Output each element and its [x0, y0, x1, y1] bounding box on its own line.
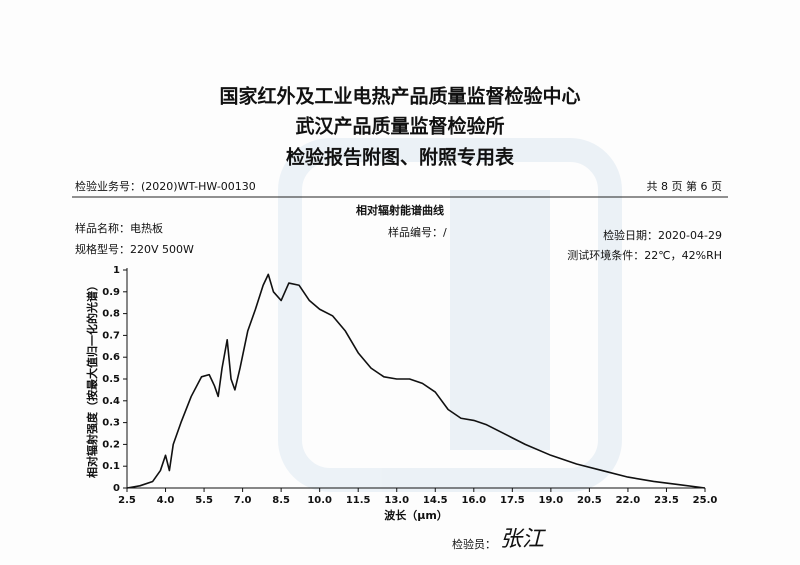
sample-no: 样品编号：/ — [388, 225, 447, 239]
x-tick-label: 22.0 — [616, 495, 641, 506]
y-tick-label: 0.8 — [102, 309, 120, 320]
y-tick-label: 0.2 — [102, 439, 120, 450]
watermark-shape — [450, 190, 550, 450]
test-date: 检验日期：2020-04-29 — [603, 228, 722, 242]
model: 规格型号：220V 500W — [75, 242, 194, 256]
y-tick-label: 0.5 — [102, 374, 120, 385]
spectrum-line — [126, 273, 706, 489]
y-tick-label: 0.6 — [102, 352, 120, 363]
x-tick-label: 25.0 — [693, 495, 718, 506]
sample-name: 样品名称：电热板 — [75, 221, 163, 235]
x-tick-label: 8.5 — [272, 495, 290, 506]
x-tick-label: 4.0 — [157, 495, 175, 506]
title: 检验报告附图、附照专用表 — [286, 146, 515, 169]
y-tick-label: 0.3 — [102, 418, 120, 429]
x-tick-label: 16.0 — [461, 495, 486, 506]
y-tick-label: 0 — [113, 483, 120, 494]
x-tick-label: 23.5 — [654, 495, 679, 506]
x-tick-label: 19.0 — [539, 495, 564, 506]
x-tick-label: 20.5 — [577, 495, 602, 506]
environment: 测试环境条件：22℃，42%RH — [567, 248, 722, 262]
title: 国家红外及工业电热产品质量监督检验中心 — [219, 85, 580, 108]
x-tick-label: 5.5 — [195, 495, 213, 506]
x-tick-label: 11.5 — [346, 495, 371, 506]
x-tick-label: 10.0 — [307, 495, 332, 506]
y-tick-label: 0.1 — [102, 461, 120, 472]
signature: 张江 — [500, 527, 546, 552]
watermark-shape — [278, 138, 622, 492]
y-tick-label: 0.9 — [102, 287, 120, 298]
chart-title: 相对辐射能谱曲线 — [356, 203, 444, 217]
report-no: 检验业务号：(2020)WT-HW-00130 — [75, 179, 256, 193]
y-tick-label: 1 — [113, 265, 120, 276]
x-tick-label: 7.0 — [234, 495, 252, 506]
y-tick-label: 0.7 — [102, 330, 120, 341]
x-tick-label: 17.5 — [500, 495, 525, 506]
x-tick-label: 13.0 — [384, 495, 409, 506]
x-tick-label: 14.5 — [423, 495, 448, 506]
title: 武汉产品质量监督检验所 — [295, 115, 504, 138]
watermark — [278, 138, 622, 492]
y-tick-label: 0.4 — [102, 396, 120, 407]
page-count: 共 8 页 第 6 页 — [647, 179, 722, 193]
y-axis-label: 相对辐射强度（按最大值归一化的光谱） — [85, 280, 99, 478]
x-tick-label: 2.5 — [118, 495, 136, 506]
inspector-label: 检验员： — [452, 537, 496, 551]
x-axis-label: 波长（μm） — [384, 508, 448, 522]
